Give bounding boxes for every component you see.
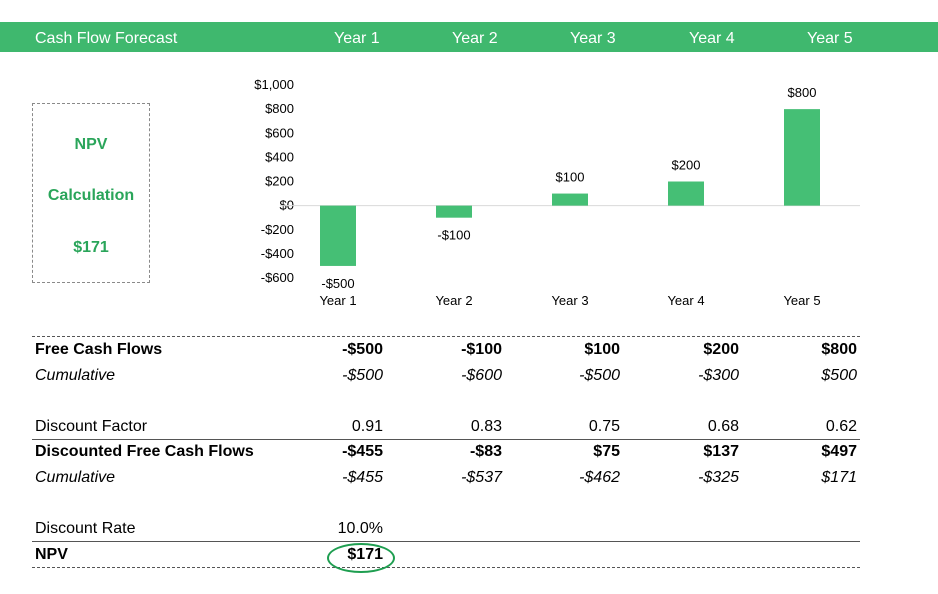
bar-year-4 <box>668 181 704 206</box>
header-year-2: Year 2 <box>452 30 498 47</box>
bar-year-1 <box>320 205 356 266</box>
cumulative-dfcf-year-3: -$462 <box>579 469 620 486</box>
discount-rate-divider <box>32 541 860 542</box>
fcf-year-2: -$100 <box>461 341 502 358</box>
header-year-5: Year 5 <box>807 30 853 47</box>
cumulative-dfcf-year-1: -$455 <box>342 469 383 486</box>
npv-summary-box: NPV Calculation $171 <box>32 103 150 283</box>
y-tick-label: $600 <box>265 125 294 140</box>
fcf-label: Free Cash Flows <box>35 341 163 358</box>
npv-label: NPV <box>35 546 68 563</box>
cumulative-fcf-year-4: -$300 <box>698 367 739 384</box>
dfcf-year-4: $137 <box>703 443 739 460</box>
y-tick-label: $200 <box>265 174 294 189</box>
discount-factor-year-5: 0.62 <box>825 418 857 435</box>
y-tick-label: $1,000 <box>254 77 294 92</box>
discount-factor-year-1: 0.91 <box>351 418 383 435</box>
npv-highlight-ring <box>327 543 395 573</box>
cumulative-fcf-year-1: -$500 <box>342 367 383 384</box>
x-category-label: Year 1 <box>319 293 356 308</box>
discount-factor-label: Discount Factor <box>35 418 148 435</box>
x-category-label: Year 4 <box>667 293 704 308</box>
y-tick-label: $800 <box>265 101 294 116</box>
cumulative-dfcf-year-4: -$325 <box>698 469 739 486</box>
fcf-year-4: $200 <box>703 341 739 358</box>
header-year-4: Year 4 <box>689 30 735 47</box>
dfcf-year-3: $75 <box>593 443 620 460</box>
bar-data-label: $200 <box>672 158 701 173</box>
header-year-3: Year 3 <box>570 30 616 47</box>
table-bottom-divider <box>32 567 860 568</box>
bar-data-label: -$500 <box>321 276 354 291</box>
discount-factor-divider <box>32 439 860 440</box>
y-tick-label: -$200 <box>261 222 294 237</box>
bar-year-2 <box>436 205 472 218</box>
discount-rate-label: Discount Rate <box>35 520 136 537</box>
y-tick-label: $400 <box>265 149 294 164</box>
header-band: Cash Flow Forecast Year 1 Year 2 Year 3 … <box>0 22 938 52</box>
cumulative-dfcf-year-5: $171 <box>821 469 857 486</box>
discount-factor-year-3: 0.75 <box>588 418 620 435</box>
dfcf-year-5: $497 <box>821 443 857 460</box>
bar-data-label: $800 <box>788 85 817 100</box>
fcf-year-5: $800 <box>821 341 857 358</box>
dfcf-label: Discounted Free Cash Flows <box>35 443 254 460</box>
bar-data-label: $100 <box>556 170 585 185</box>
cumulative-fcf-year-3: -$500 <box>579 367 620 384</box>
x-category-label: Year 5 <box>783 293 820 308</box>
dfcf-year-1: -$455 <box>342 443 383 460</box>
bar-data-label: -$100 <box>437 228 470 243</box>
npv-box-title: NPV <box>74 136 108 153</box>
dfcf-year-2: -$83 <box>469 443 502 460</box>
discount-factor-year-2: 0.83 <box>470 418 502 435</box>
cumulative-fcf-label: Cumulative <box>35 367 116 384</box>
bar-year-3 <box>552 193 588 206</box>
fcf-year-3: $100 <box>584 341 620 358</box>
discount-rate-value: 10.0% <box>337 520 383 537</box>
cash-flow-chart: $1,000$800$600$400$200$0-$200-$400-$600-… <box>254 77 860 308</box>
header-year-1: Year 1 <box>334 30 380 47</box>
bar-year-5 <box>784 109 820 206</box>
fcf-year-1: -$500 <box>342 341 383 358</box>
x-category-label: Year 3 <box>551 293 588 308</box>
cumulative-dfcf-year-2: -$537 <box>461 469 502 486</box>
table-top-divider <box>32 336 860 337</box>
header-title: Cash Flow Forecast <box>35 30 178 47</box>
x-category-label: Year 2 <box>435 293 472 308</box>
npv-box-value: $171 <box>73 239 109 256</box>
cumulative-fcf-year-2: -$600 <box>461 367 502 384</box>
discount-factor-year-4: 0.68 <box>707 418 739 435</box>
npv-box-subtitle: Calculation <box>47 187 135 204</box>
cumulative-dfcf-label: Cumulative <box>35 469 116 486</box>
y-tick-label: -$400 <box>261 246 294 261</box>
cumulative-fcf-year-5: $500 <box>821 367 857 384</box>
y-tick-label: -$600 <box>261 270 294 285</box>
